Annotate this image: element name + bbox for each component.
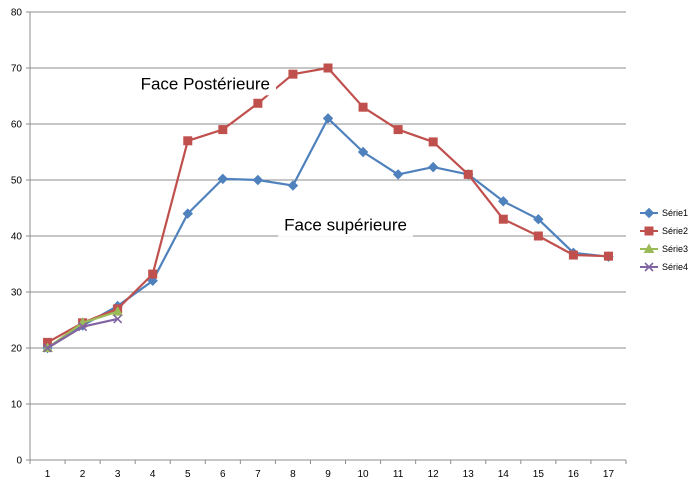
x-tick-label: 15 bbox=[533, 469, 545, 480]
y-tick-label: 70 bbox=[11, 64, 23, 75]
x-tick-label: 2 bbox=[80, 469, 86, 480]
data-point bbox=[148, 269, 158, 279]
x-tick-label: 11 bbox=[393, 469, 404, 480]
x-tick-label: 1 bbox=[45, 469, 51, 480]
data-point bbox=[218, 125, 228, 135]
data-point bbox=[568, 250, 578, 260]
data-point bbox=[252, 174, 264, 186]
data-point bbox=[533, 231, 543, 241]
data-point bbox=[533, 213, 544, 225]
y-tick-label: 80 bbox=[11, 8, 23, 19]
legend: Série1 Série2 Série3 Série4 bbox=[640, 207, 688, 272]
legend-entry-4: Série4 bbox=[640, 262, 688, 272]
legend-entry-2: Série2 bbox=[640, 226, 688, 236]
annotation-background bbox=[278, 213, 413, 237]
y-tick-label: 0 bbox=[16, 456, 22, 467]
data-point bbox=[427, 161, 439, 173]
x-tick-label: 13 bbox=[463, 469, 475, 480]
data-point bbox=[183, 136, 193, 146]
y-tick-label: 40 bbox=[11, 232, 23, 243]
data-point bbox=[112, 306, 124, 316]
legend-label: Série4 bbox=[662, 262, 688, 272]
data-point bbox=[392, 169, 404, 180]
x-tick-label: 10 bbox=[357, 469, 369, 480]
data-point bbox=[357, 146, 369, 158]
data-point bbox=[393, 125, 403, 135]
x-tick-label: 17 bbox=[603, 469, 615, 480]
x-tick-label: 7 bbox=[255, 469, 261, 480]
legend-entry-3: Série3 bbox=[640, 243, 688, 254]
data-point bbox=[42, 343, 53, 353]
series-4 bbox=[42, 314, 123, 353]
data-point bbox=[78, 322, 88, 332]
series-line bbox=[46, 66, 609, 344]
data-point bbox=[182, 208, 193, 219]
legend-marker bbox=[643, 207, 655, 219]
x-tick-label: 3 bbox=[115, 469, 121, 480]
data-point bbox=[463, 169, 473, 179]
y-tick-label: 50 bbox=[11, 176, 23, 187]
x-tick-label: 5 bbox=[185, 469, 191, 480]
x-tick-label: 8 bbox=[290, 469, 296, 480]
legend-label: Série2 bbox=[662, 226, 688, 236]
legend-marker bbox=[643, 243, 655, 253]
data-point bbox=[358, 102, 368, 112]
annotation-label: Face supérieure bbox=[284, 215, 407, 234]
legend-label: Série1 bbox=[662, 208, 688, 218]
data-point bbox=[498, 214, 508, 224]
x-tick-label: 6 bbox=[220, 469, 226, 480]
data-point bbox=[113, 314, 123, 324]
data-point bbox=[323, 63, 333, 73]
data-point bbox=[322, 113, 334, 124]
series-2 bbox=[43, 63, 613, 347]
annotation-background bbox=[134, 72, 277, 96]
data-point bbox=[287, 180, 299, 191]
data-point bbox=[217, 173, 229, 185]
legend-label: Série3 bbox=[662, 244, 688, 254]
x-tick-label: 4 bbox=[150, 469, 156, 480]
legend-entry-1: Série1 bbox=[640, 207, 688, 219]
y-tick-label: 30 bbox=[11, 288, 23, 299]
legend-marker bbox=[644, 262, 654, 272]
x-tick-label: 14 bbox=[498, 469, 510, 480]
data-point bbox=[428, 137, 438, 147]
y-tick-label: 60 bbox=[11, 120, 23, 131]
series-lines bbox=[42, 63, 614, 354]
x-tick-label: 12 bbox=[428, 469, 440, 480]
y-tick-label: 10 bbox=[11, 400, 23, 411]
data-point bbox=[253, 98, 263, 108]
data-point bbox=[288, 69, 298, 79]
data-point bbox=[603, 251, 613, 261]
annotations: Face Postérieure Face supérieure bbox=[134, 72, 413, 237]
x-tick-label: 9 bbox=[325, 469, 331, 480]
legend-marker bbox=[644, 226, 654, 236]
data-point bbox=[498, 196, 509, 207]
y-tick-label: 20 bbox=[11, 344, 23, 355]
x-tick-label: 16 bbox=[568, 469, 580, 480]
gridlines bbox=[30, 11, 626, 405]
annotation-label: Face Postérieure bbox=[141, 74, 270, 93]
